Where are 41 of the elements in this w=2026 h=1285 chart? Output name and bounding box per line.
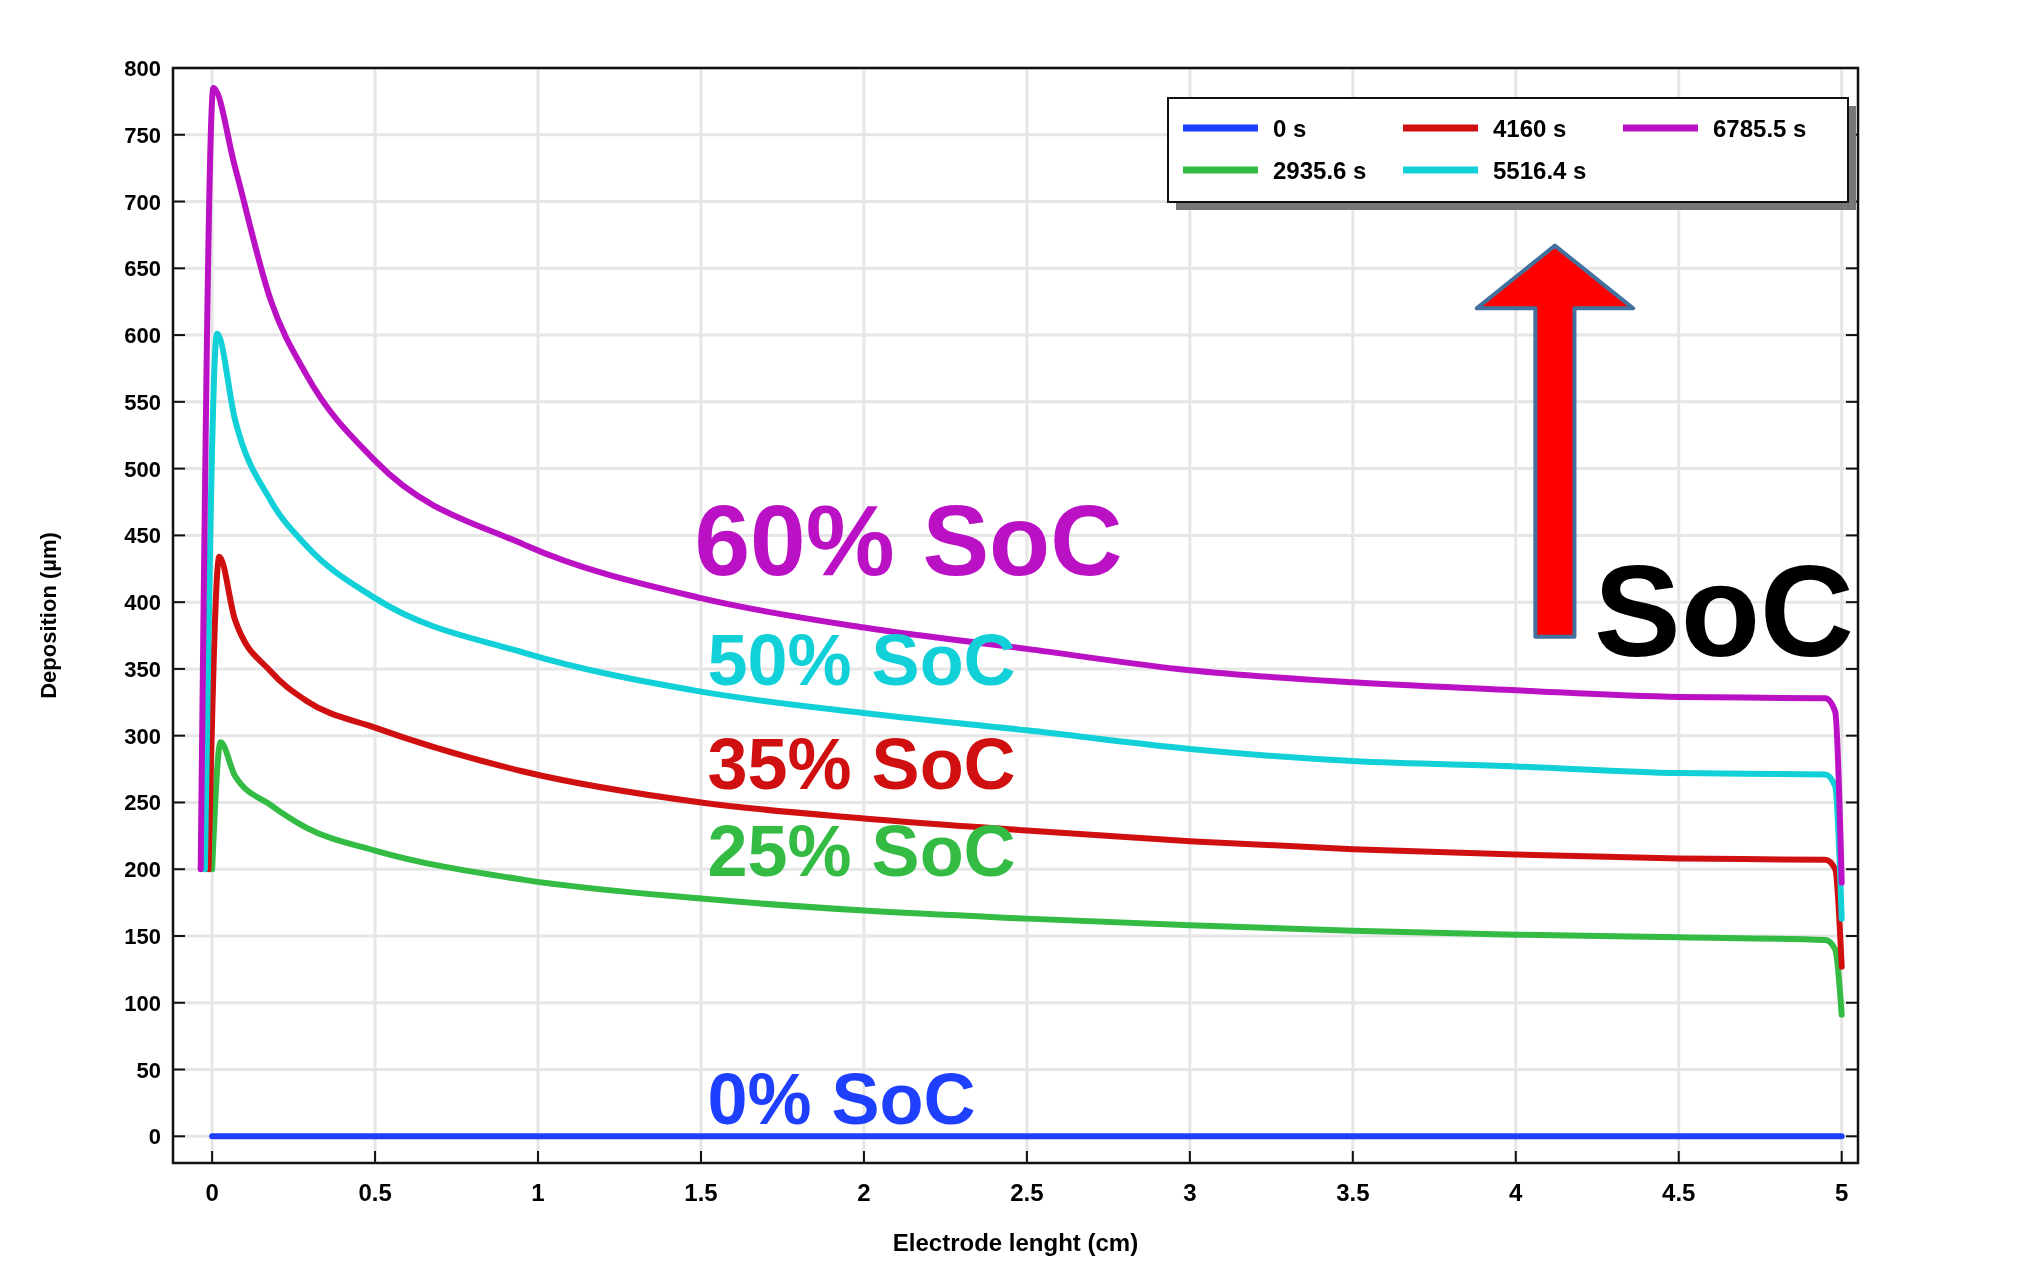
legend-label: 2935.6 s bbox=[1273, 157, 1367, 184]
y-tick-label: 500 bbox=[124, 456, 161, 482]
y-tick-label: 600 bbox=[124, 323, 161, 349]
y-tick-label: 800 bbox=[124, 56, 161, 81]
annotation: 35% SoC bbox=[707, 724, 1016, 805]
legend-label: 0 s bbox=[1273, 115, 1307, 142]
x-tick-label: 3 bbox=[1183, 1179, 1197, 1206]
y-tick-label: 100 bbox=[124, 990, 161, 1016]
annotation: 0% SoC bbox=[707, 1059, 976, 1140]
y-tick-label: 400 bbox=[124, 590, 161, 616]
y-tick-label: 50 bbox=[136, 1057, 161, 1083]
x-tick-label: 2.5 bbox=[1010, 1179, 1044, 1206]
x-tick-label: 1.5 bbox=[684, 1179, 718, 1206]
y-axis-title: Deposition (µm) bbox=[36, 532, 61, 699]
x-tick-label: 1 bbox=[531, 1179, 545, 1206]
y-tick-label: 250 bbox=[124, 790, 161, 816]
x-tick-label: 3.5 bbox=[1336, 1179, 1370, 1206]
y-tick-label: 650 bbox=[124, 256, 161, 282]
annotation: 60% SoC bbox=[694, 484, 1123, 597]
y-tick-label: 700 bbox=[124, 189, 161, 215]
legend-label: 5516.4 s bbox=[1493, 157, 1587, 184]
x-tick-label: 4 bbox=[1509, 1179, 1524, 1206]
x-tick-label: 2 bbox=[857, 1179, 871, 1206]
x-axis-title: Electrode lenght (cm) bbox=[892, 1229, 1139, 1256]
y-tick-label: 200 bbox=[124, 857, 161, 883]
y-tick-label: 550 bbox=[124, 389, 161, 415]
y-tick-label: 750 bbox=[124, 122, 161, 148]
x-tick-label: 0.5 bbox=[358, 1179, 392, 1206]
annotation: 50% SoC bbox=[707, 619, 1016, 700]
y-tick-label: 150 bbox=[124, 923, 161, 949]
x-tick-label: 0 bbox=[205, 1179, 219, 1206]
y-tick-label: 450 bbox=[124, 523, 161, 549]
legend-label: 6785.5 s bbox=[1713, 115, 1807, 142]
y-tick-label: 0 bbox=[148, 1124, 161, 1150]
legend-label: 4160 s bbox=[1493, 115, 1567, 142]
annotation: SoC bbox=[1594, 537, 1855, 684]
annotation: 25% SoC bbox=[707, 810, 1016, 891]
x-tick-label: 5 bbox=[1835, 1179, 1849, 1206]
y-tick-label: 300 bbox=[124, 723, 161, 749]
y-tick-label: 350 bbox=[124, 656, 161, 682]
x-tick-label: 4.5 bbox=[1662, 1179, 1696, 1206]
